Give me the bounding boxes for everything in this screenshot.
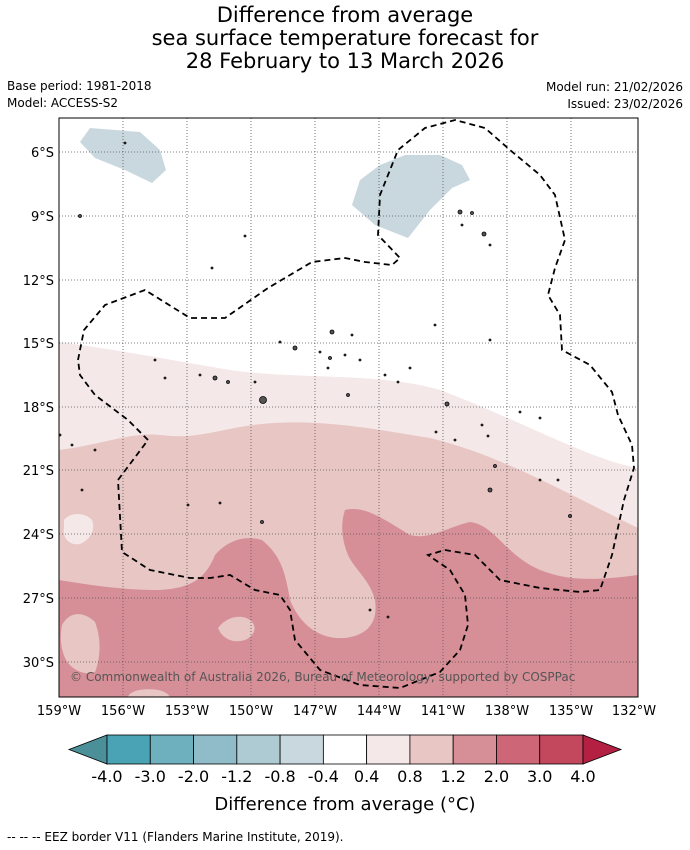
colorbar-tick-label: 0.8 (397, 767, 422, 786)
lat-label: 18°S (23, 401, 54, 416)
lon-label: 138°W (485, 704, 529, 719)
anomaly-patch-bottom (128, 689, 170, 697)
eez-legend-note: -- -- -- EEZ border V11 (Flanders Marine… (7, 830, 344, 844)
colorbar-tick-label: -1.2 (221, 767, 252, 786)
colorbar-cell (279, 734, 324, 765)
lon-label: 150°W (229, 704, 273, 719)
colorbar-cell (149, 734, 194, 765)
lat-label: 30°S (23, 656, 54, 671)
colorbar-tick-label: -0.4 (308, 767, 339, 786)
lat-label: 9°S (31, 210, 54, 225)
lon-label: 135°W (549, 704, 593, 719)
colorbar-cell (236, 734, 281, 765)
lat-label: 12°S (23, 274, 54, 289)
lon-label: 159°W (37, 704, 81, 719)
title-line-1: Difference from average (216, 3, 474, 27)
colorbar-ticks: -4.0 -3.0 -2.0 -1.2 -0.8 -0.4 0.4 0.8 1.2 2.0 3.0 4… (91, 767, 595, 786)
lat-label: 6°S (31, 146, 54, 161)
cool-patch-northwest (80, 128, 166, 183)
colorbar-cell (106, 734, 151, 765)
title-line-2: sea surface temperature forecast for (151, 26, 539, 50)
colorbar-cell (409, 734, 454, 765)
colorbar-cell (496, 734, 541, 765)
lat-label: 24°S (23, 528, 54, 543)
colorbar-tick-label: 1.2 (440, 767, 465, 786)
islands (59, 141, 572, 619)
lon-label: 132°W (612, 704, 656, 719)
lon-axis: 159°W 156°W 153°W 150°W 147°W 144°W 141°… (37, 704, 656, 719)
colorbar-tick-label: -4.0 (91, 767, 122, 786)
lon-label: 147°W (293, 704, 337, 719)
lat-label: 21°S (23, 464, 54, 479)
colorbar-title: Difference from average (°C) (214, 794, 475, 815)
meta-right: Model run: 21/02/2026 Issued: 23/02/2026 (546, 79, 683, 113)
colorbar-cell (366, 734, 411, 765)
title-line-3: 28 February to 13 March 2026 (185, 49, 505, 73)
colorbar-tick-label: -0.8 (264, 767, 295, 786)
anomaly-patch-center (218, 616, 255, 642)
lat-axis: 6°S 9°S 12°S 15°S 18°S 21°S 24°S 27°S 30… (23, 146, 54, 671)
colorbar-tick-label: 0.4 (354, 767, 379, 786)
lon-label: 156°W (101, 704, 145, 719)
colorbar (67, 734, 623, 765)
model-name: Model: ACCESS-S2 (7, 96, 119, 110)
colorbar-tick-label: 3.0 (527, 767, 552, 786)
map-area: © Commonwealth of Australia 2026, Bureau… (59, 118, 638, 697)
lon-label: 153°W (165, 704, 209, 719)
lon-label: 141°W (421, 704, 465, 719)
lat-label: 27°S (23, 592, 54, 607)
colorbar-extend-low (67, 734, 108, 765)
eez-border (77, 119, 635, 689)
colorbar-cell (539, 734, 584, 765)
anomaly-patch-small-left (63, 514, 94, 545)
chart-title: Difference from average sea surface temp… (0, 4, 690, 73)
colorbar-tick-label: -3.0 (135, 767, 166, 786)
colorbar-cell (452, 734, 497, 765)
colorbar-extend-high (582, 734, 623, 765)
graticule (59, 118, 638, 697)
base-period: Base period: 1981-2018 (7, 79, 152, 93)
colorbar-tick-label: 4.0 (570, 767, 595, 786)
anomaly-band-1.2-2.0 (59, 509, 638, 697)
colorbar-cell (322, 734, 368, 765)
lat-label: 15°S (23, 337, 54, 352)
anomaly-patch-low-left (60, 614, 100, 674)
cool-patch-north (352, 155, 470, 238)
colorbar-tick-label: 2.0 (484, 767, 509, 786)
copyright-notice: © Commonwealth of Australia 2026, Bureau… (70, 670, 575, 684)
issued-date: Issued: 23/02/2026 (567, 97, 683, 111)
map-frame (58, 117, 639, 698)
model-run: Model run: 21/02/2026 (545, 80, 683, 94)
colorbar-tick-label: -2.0 (178, 767, 209, 786)
lon-label: 144°W (357, 704, 401, 719)
meta-left: Base period: 1981-2018 Model: ACCESS-S2 (7, 78, 152, 112)
colorbar-cell (193, 734, 238, 765)
